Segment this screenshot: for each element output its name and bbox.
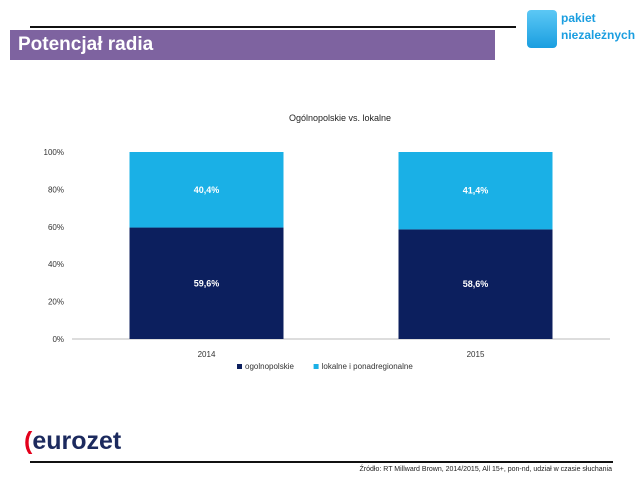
top-rule bbox=[30, 26, 516, 28]
brand-text: eurozet bbox=[32, 427, 122, 455]
title-bar: Potencjał radia bbox=[10, 30, 495, 60]
legend-label: lokalne i ponadregionalne bbox=[322, 362, 414, 371]
pakiet-logo: pakiet niezależnych bbox=[525, 8, 635, 53]
y-tick-label: 60% bbox=[48, 223, 64, 232]
y-tick-label: 0% bbox=[52, 335, 64, 344]
bar-segment bbox=[129, 227, 284, 339]
legend-swatch bbox=[237, 364, 242, 369]
x-tick-label: 2015 bbox=[467, 350, 485, 359]
y-tick-label: 40% bbox=[48, 260, 64, 269]
bottom-rule bbox=[30, 461, 613, 463]
eurozet-logo: (eurozet bbox=[24, 427, 122, 455]
bar-segment bbox=[129, 152, 284, 228]
x-tick-label: 2014 bbox=[198, 350, 216, 359]
source-note: Źródło: RT Millward Brown, 2014/2015, Al… bbox=[359, 466, 612, 473]
slide-title: Potencjał radia bbox=[18, 34, 154, 55]
chart-title: Ogólnopolskie vs. lokalne bbox=[289, 113, 391, 123]
data-label: 40,4% bbox=[194, 185, 220, 195]
y-tick-label: 20% bbox=[48, 298, 64, 307]
logo-icon bbox=[527, 10, 557, 48]
data-label: 59,6% bbox=[194, 278, 220, 288]
legend-swatch bbox=[313, 364, 319, 369]
data-label: 41,4% bbox=[463, 186, 489, 196]
bar-segment bbox=[398, 229, 553, 339]
data-label: 58,6% bbox=[463, 279, 489, 289]
legend-label: ogolnopolskie bbox=[245, 362, 294, 371]
bar-segment bbox=[398, 152, 553, 230]
y-tick-label: 100% bbox=[44, 148, 64, 157]
logo-line2: niezależnych bbox=[561, 28, 636, 42]
logo-line1: pakiet bbox=[561, 11, 596, 25]
y-tick-label: 80% bbox=[48, 185, 64, 194]
